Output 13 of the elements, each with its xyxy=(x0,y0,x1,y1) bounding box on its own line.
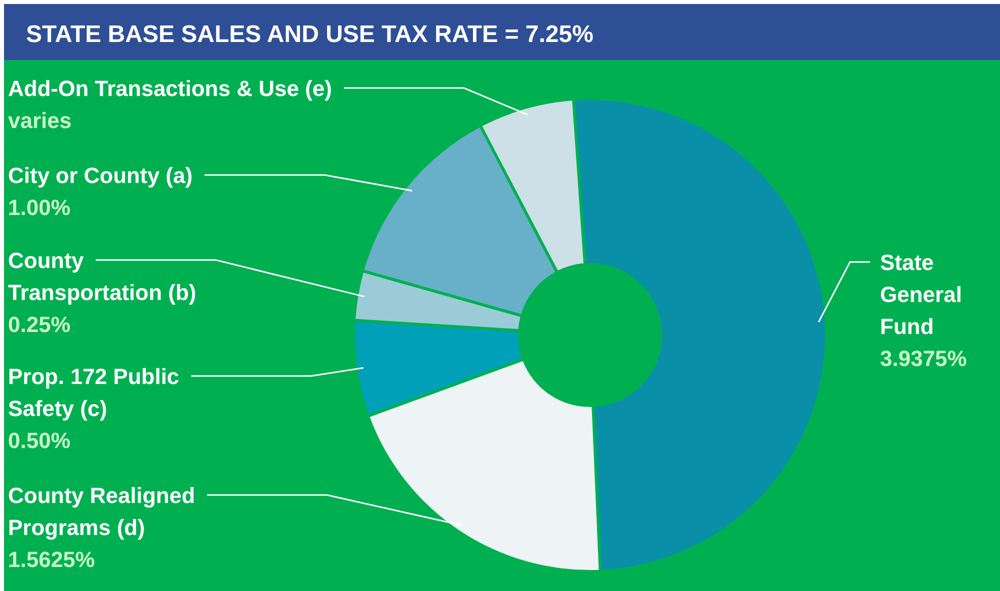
data-label: varies xyxy=(8,108,72,133)
slice-label: City or County (a) xyxy=(8,163,193,188)
chart-title: STATE BASE SALES AND USE TAX RATE = 7.25% xyxy=(26,21,594,48)
data-label: 0.25% xyxy=(8,312,70,337)
slice-label: County Realigned Programs (d) xyxy=(8,483,196,540)
data-label: 3.9375% xyxy=(880,346,967,371)
data-label: 0.50% xyxy=(8,428,70,453)
data-label: 1.5625% xyxy=(8,547,95,572)
data-label: 1.00% xyxy=(8,195,70,220)
slice-label: County Transportation (b) xyxy=(8,248,196,305)
slice-label: Add-On Transactions & Use (e) xyxy=(8,76,332,101)
slice-label: State General Fund xyxy=(880,250,962,339)
slice-label: Prop. 172 Public Safety (c) xyxy=(8,364,180,421)
